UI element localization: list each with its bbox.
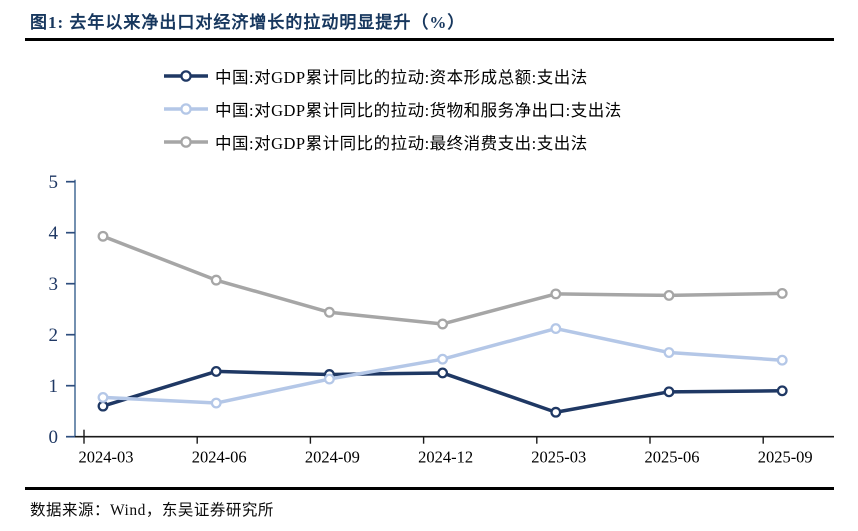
figure-title: 图1: 去年以来净出口对经济增长的拉动明显提升（%）: [30, 13, 466, 32]
legend-item-0: 中国:对GDP累计同比的拉动:资本形成总额:支出法: [163, 59, 622, 92]
data-point: [776, 287, 788, 299]
data-point: [663, 386, 675, 398]
y-axis-label: 0: [49, 427, 59, 448]
title-divider: [25, 38, 834, 41]
data-point: [550, 323, 562, 335]
legend-marker-icon: [164, 135, 208, 148]
y-axis-label: 1: [49, 376, 59, 397]
data-point: [663, 347, 675, 359]
data-point: [437, 353, 449, 365]
y-axis-label: 3: [49, 274, 59, 295]
footer-divider: [25, 487, 834, 490]
data-point: [210, 397, 222, 409]
data-point: [323, 373, 335, 385]
x-axis-label: 2024-09: [305, 448, 360, 467]
legend-label: 中国:对GDP累计同比的拉动:最终消费支出:支出法: [215, 133, 588, 153]
series-line-2: [101, 234, 784, 326]
chart-legend: 中国:对GDP累计同比的拉动:资本形成总额:支出法 中国:对GDP累计同比的拉动:…: [163, 59, 622, 158]
legend-item-1: 中国:对GDP累计同比的拉动:货物和服务净出口:支出法: [163, 92, 622, 125]
legend-label: 中国:对GDP累计同比的拉动:资本形成总额:支出法: [215, 67, 588, 87]
y-axis-label: 5: [49, 172, 59, 193]
data-point: [97, 230, 109, 242]
x-axis-label: 2024-06: [192, 448, 247, 467]
x-axis-label: 2025-09: [758, 448, 813, 467]
data-point: [97, 391, 109, 403]
data-point: [550, 288, 562, 300]
data-point: [437, 367, 449, 379]
data-point: [210, 365, 222, 377]
x-axis-label: 2024-12: [418, 448, 473, 467]
data-point: [550, 406, 562, 418]
data-point: [210, 274, 222, 286]
x-axis-label: 2025-03: [531, 448, 586, 467]
y-axis-label: 4: [49, 223, 59, 244]
x-axis-label: 2025-06: [645, 448, 700, 467]
data-point: [663, 289, 675, 301]
data-point: [97, 400, 109, 412]
data-source: 数据来源：Wind，东吴证券研究所: [30, 502, 274, 519]
y-axis-label: 2: [49, 325, 59, 346]
data-point: [323, 306, 335, 318]
legend-label: 中国:对GDP累计同比的拉动:货物和服务净出口:支出法: [215, 100, 622, 120]
legend-marker-icon: [164, 69, 208, 82]
legend-marker-icon: [164, 102, 208, 115]
data-point: [776, 354, 788, 366]
data-point: [776, 385, 788, 397]
x-axis-label: 2024-03: [79, 448, 134, 467]
data-point: [437, 318, 449, 330]
legend-item-2: 中国:对GDP累计同比的拉动:最终消费支出:支出法: [163, 125, 622, 158]
